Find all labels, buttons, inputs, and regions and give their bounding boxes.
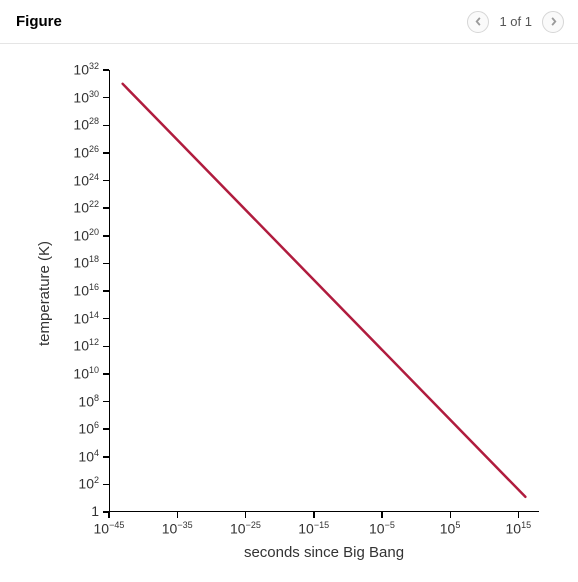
chart-container: 1102104106108101010121014101610181020102… xyxy=(0,44,578,580)
chart-svg xyxy=(14,62,574,582)
figure-header: Figure 1 of 1 xyxy=(0,0,578,44)
page-indicator: 1 of 1 xyxy=(499,14,532,29)
figure-pager: 1 of 1 xyxy=(467,11,564,33)
next-button[interactable] xyxy=(542,11,564,33)
figure-title: Figure xyxy=(16,13,62,30)
chevron-left-icon xyxy=(474,17,483,26)
prev-button[interactable] xyxy=(467,11,489,33)
chevron-right-icon xyxy=(549,17,558,26)
temperature-chart: 1102104106108101010121014101610181020102… xyxy=(14,62,564,580)
series-line xyxy=(123,84,526,497)
